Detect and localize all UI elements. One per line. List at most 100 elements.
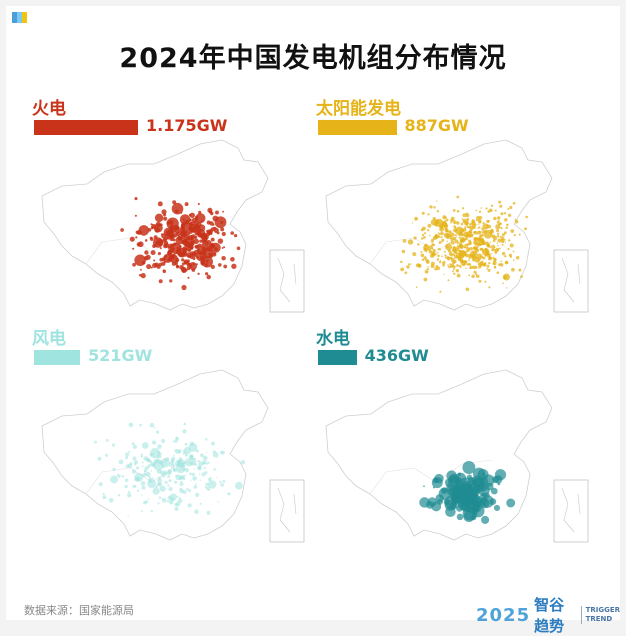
plant-dot (154, 227, 160, 233)
plant-dot (203, 466, 206, 469)
plant-dot (468, 231, 471, 234)
plant-dot (136, 477, 141, 481)
plant-dot (482, 263, 487, 267)
plant-dot (498, 200, 502, 204)
plant-dot (453, 220, 457, 224)
plant-dot (223, 246, 226, 249)
plant-dot (118, 459, 124, 465)
plant-dot (218, 263, 222, 267)
plant-dot (179, 482, 184, 487)
plant-dot (497, 238, 502, 243)
plant-dot (199, 479, 201, 481)
plant-dot (112, 467, 116, 472)
plant-dot (477, 243, 481, 246)
plant-dot (469, 247, 473, 251)
plant-dot (164, 255, 167, 258)
plant-dot (198, 232, 203, 237)
plant-dot (183, 453, 185, 455)
plant-dot (501, 233, 505, 237)
plant-dot (444, 250, 446, 253)
plant-dot (489, 229, 493, 233)
plant-dot (144, 466, 149, 471)
plant-dot (496, 242, 499, 244)
plant-dot (167, 469, 173, 474)
plant-dot (150, 226, 154, 230)
plant-dot (450, 240, 455, 245)
plant-dot (509, 243, 514, 248)
plant-dot (473, 230, 478, 235)
plant-dot (184, 474, 187, 477)
plant-dot (478, 223, 480, 225)
plant-dot (195, 244, 200, 249)
inset-islands (561, 487, 581, 533)
plant-dot (214, 216, 227, 229)
plant-dot (432, 477, 439, 484)
plant-dot (198, 473, 201, 475)
plant-dot (167, 484, 170, 487)
plant-dot (197, 272, 200, 275)
plant-dot (424, 269, 429, 274)
plant-dot (230, 257, 235, 262)
capacity-value: 1.175GW (146, 116, 228, 135)
plant-dot (423, 277, 428, 282)
plant-dot (153, 452, 155, 455)
plant-dot (191, 229, 196, 233)
plant-dot (475, 209, 477, 212)
plant-dot (150, 509, 153, 513)
plant-dot (157, 201, 163, 207)
plant-dot (182, 449, 184, 452)
plant-dot (446, 236, 450, 240)
plant-dot (486, 219, 490, 223)
inset-islands (277, 257, 297, 303)
plant-dot (415, 286, 418, 288)
plant-dot (459, 228, 462, 231)
plant-dot (479, 216, 483, 220)
south-china-sea-inset (553, 479, 589, 543)
plant-dot (213, 226, 217, 230)
plant-dots (94, 422, 246, 518)
plant-dot (464, 226, 467, 229)
plant-dot (499, 247, 501, 250)
plant-dot (437, 235, 441, 238)
plant-dot (417, 264, 422, 268)
plant-dot (472, 265, 476, 269)
plant-dot (102, 492, 105, 496)
plant-dot (515, 256, 520, 260)
plant-dot (171, 258, 174, 261)
plant-dot (451, 270, 454, 273)
plant-dot (174, 449, 177, 452)
plant-dot (194, 482, 197, 485)
plant-dot (514, 218, 517, 221)
plant-dot (217, 238, 224, 244)
plant-dot (207, 477, 212, 482)
plant-dot (143, 470, 147, 473)
plant-dot (132, 484, 136, 488)
plant-dot (507, 213, 512, 217)
plant-dot (423, 244, 430, 251)
plant-dot (141, 442, 149, 449)
plant-dot (411, 222, 414, 224)
province-borders (369, 459, 493, 495)
brand-name: 智谷趋势 (534, 596, 565, 635)
plant-dot (124, 452, 130, 457)
plant-dot (512, 201, 516, 205)
inset-islands (277, 487, 297, 533)
plant-dot (518, 268, 522, 272)
plant-dot (456, 513, 464, 521)
plant-dot (186, 261, 190, 266)
plant-dot (467, 253, 472, 258)
plant-dot (471, 258, 475, 262)
plant-dot (445, 218, 449, 222)
plant-dot (158, 279, 163, 284)
plant-dot (168, 464, 171, 467)
plant-dot (206, 274, 211, 280)
plant-dot (181, 224, 185, 228)
plant-dot (173, 480, 178, 484)
plant-dot (169, 279, 173, 283)
plant-dot (192, 257, 196, 261)
plant-dot (183, 422, 186, 425)
plant-dot (458, 236, 461, 239)
plant-dot (431, 501, 442, 512)
plant-dot (475, 271, 477, 274)
plant-dot (140, 455, 144, 458)
